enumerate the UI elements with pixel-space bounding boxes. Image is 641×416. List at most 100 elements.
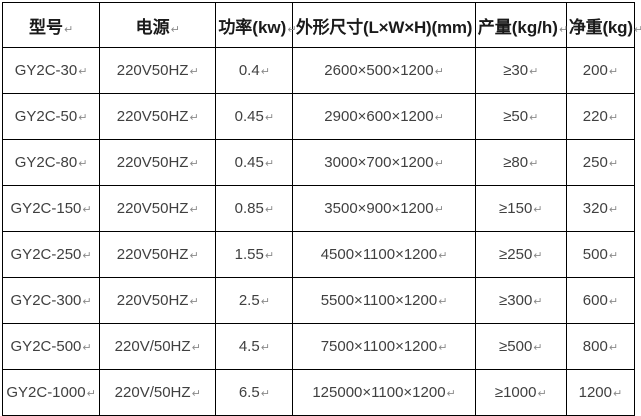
cell-power_src-value: 220V50HZ: [116, 154, 189, 171]
paragraph-mark-icon: ↵: [287, 22, 297, 36]
cell-model: GY2C-80↵: [1, 139, 101, 186]
cell-dimension-value: 2600×500×1200: [324, 62, 434, 79]
cell-weight-value: 1200: [578, 384, 612, 401]
column-header-power: 功率(kw)↵: [215, 2, 297, 48]
table-row: GY2C-80↵ 220V50HZ↵ 0.45↵ 3000×700×1200↵ ≥80↵…: [1, 139, 636, 186]
column-header-power-label: 功率(kw): [218, 17, 287, 37]
cell-weight: 600↵: [565, 277, 636, 324]
cell-power_src-value: 220V/50HZ: [114, 384, 191, 401]
cell-dimension: 5500×1100×1200↵: [292, 277, 476, 324]
cell-output: ≥50↵: [474, 93, 567, 140]
cell-weight: 500↵: [565, 231, 636, 278]
cell-power_src: 220V/50HZ↵: [99, 323, 217, 370]
cell-weight-value: 600: [582, 292, 608, 309]
cell-power-value: 0.45: [234, 108, 264, 125]
paragraph-mark-icon: ↵: [434, 111, 444, 124]
column-header-dimension-label: 外形尺寸(L×W×H)(mm): [295, 17, 473, 37]
paragraph-mark-icon: ↵: [608, 341, 619, 354]
cell-weight: 200↵: [565, 47, 636, 94]
cell-model: GY2C-500↵: [1, 323, 101, 370]
paragraph-mark-icon: ↵: [434, 203, 444, 216]
cell-power_src: 220V50HZ↵: [99, 93, 217, 140]
cell-dimension: 4500×1100×1200↵: [292, 231, 476, 278]
cell-power: 4.5↵: [215, 323, 294, 370]
paragraph-mark-icon: ↵: [608, 295, 619, 308]
cell-weight-value: 200: [582, 62, 608, 79]
paragraph-mark-icon: ↵: [446, 387, 456, 400]
paragraph-mark-icon: ↵: [63, 22, 74, 36]
cell-output-value: ≥30: [503, 62, 529, 79]
paragraph-mark-icon: ↵: [170, 22, 180, 36]
cell-power_src-value: 220V/50HZ: [114, 338, 191, 355]
column-header-power-source: 电源↵: [99, 2, 217, 48]
cell-weight-value: 220: [582, 108, 608, 125]
cell-weight: 800↵: [565, 323, 636, 370]
paragraph-mark-icon: ↵: [82, 249, 92, 262]
cell-dimension-value: 5500×1100×1200: [320, 292, 438, 309]
cell-output: ≥30↵: [474, 47, 567, 94]
paragraph-mark-icon: ↵: [189, 65, 199, 78]
cell-power_src-value: 220V50HZ: [116, 292, 189, 309]
cell-model-value: GY2C-50: [14, 108, 78, 125]
paragraph-mark-icon: ↵: [260, 341, 270, 354]
paragraph-mark-icon: ↵: [537, 387, 547, 400]
column-header-output-label: 产量(kg/h): [477, 17, 558, 37]
cell-dimension-value: 7500×1100×1200: [320, 338, 438, 355]
paragraph-mark-icon: ↵: [189, 203, 199, 216]
table-row: GY2C-500↵ 220V/50HZ↵ 4.5↵ 7500×1100×1200↵ ≥5…: [1, 323, 636, 370]
column-header-output: 产量(kg/h)↵: [474, 2, 569, 48]
cell-weight-value: 320: [582, 200, 608, 217]
cell-output-value: ≥50: [503, 108, 529, 125]
paragraph-mark-icon: ↵: [264, 157, 275, 170]
paragraph-mark-icon: ↵: [82, 203, 92, 216]
paragraph-mark-icon: ↵: [189, 157, 199, 170]
column-header-model-label: 型号: [28, 17, 63, 37]
cell-power-value: 0.45: [234, 154, 264, 171]
table-row: GY2C-50↵ 220V50HZ↵ 0.45↵ 2900×600×1200↵ ≥50↵…: [1, 93, 636, 140]
paragraph-mark-icon: ↵: [260, 387, 270, 400]
cell-model: GY2C-150↵: [1, 185, 101, 232]
cell-model-value: GY2C-250: [10, 246, 82, 263]
table-body: GY2C-30↵ 220V50HZ↵ 0.4↵ 2600×500×1200↵ ≥30↵ 2…: [1, 47, 636, 416]
cell-power_src: 220V50HZ↵: [99, 231, 217, 278]
cell-model-value: GY2C-300: [10, 292, 82, 309]
cell-model: GY2C-250↵: [1, 231, 101, 278]
cell-dimension: 3500×900×1200↵: [292, 185, 476, 232]
cell-power: 2.5↵: [215, 277, 294, 324]
table-row: GY2C-300↵ 220V50HZ↵ 2.5↵ 5500×1100×1200↵ ≥30…: [1, 277, 636, 324]
cell-power_src-value: 220V50HZ: [116, 246, 189, 263]
column-header-power-source-label: 电源: [135, 17, 170, 37]
paragraph-mark-icon: ↵: [434, 65, 444, 78]
cell-model-value: GY2C-500: [10, 338, 82, 355]
cell-model: GY2C-1000↵: [1, 369, 101, 416]
paragraph-mark-icon: ↵: [86, 387, 96, 400]
paragraph-mark-icon: ↵: [438, 249, 448, 262]
cell-power_src: 220V50HZ↵: [99, 139, 217, 186]
cell-power: 0.85↵: [215, 185, 294, 232]
cell-output: ≥500↵: [474, 323, 567, 370]
cell-model-value: GY2C-80: [14, 154, 78, 171]
cell-dimension: 2600×500×1200↵: [292, 47, 476, 94]
cell-power_src: 220V50HZ↵: [99, 185, 217, 232]
cell-power-value: 0.85: [234, 200, 264, 217]
cell-power-value: 0.4: [238, 62, 260, 79]
cell-output: ≥150↵: [474, 185, 567, 232]
paragraph-mark-icon: ↵: [191, 341, 201, 354]
paragraph-mark-icon: ↵: [264, 249, 275, 262]
cell-model: GY2C-50↵: [1, 93, 101, 140]
paragraph-mark-icon: ↵: [608, 65, 619, 78]
paragraph-mark-icon: ↵: [529, 111, 539, 124]
cell-power-value: 1.55: [234, 246, 264, 263]
paragraph-mark-icon: ↵: [608, 111, 619, 124]
paragraph-mark-icon: ↵: [533, 295, 543, 308]
paragraph-mark-icon: ↵: [608, 203, 619, 216]
cell-weight-value: 800: [582, 338, 608, 355]
cell-dimension: 125000×1100×1200↵: [292, 369, 476, 416]
paragraph-mark-icon: ↵: [558, 22, 569, 36]
paragraph-mark-icon: ↵: [78, 111, 88, 124]
cell-power: 0.45↵: [215, 93, 294, 140]
cell-dimension-value: 3000×700×1200: [324, 154, 434, 171]
paragraph-mark-icon: ↵: [633, 22, 641, 36]
